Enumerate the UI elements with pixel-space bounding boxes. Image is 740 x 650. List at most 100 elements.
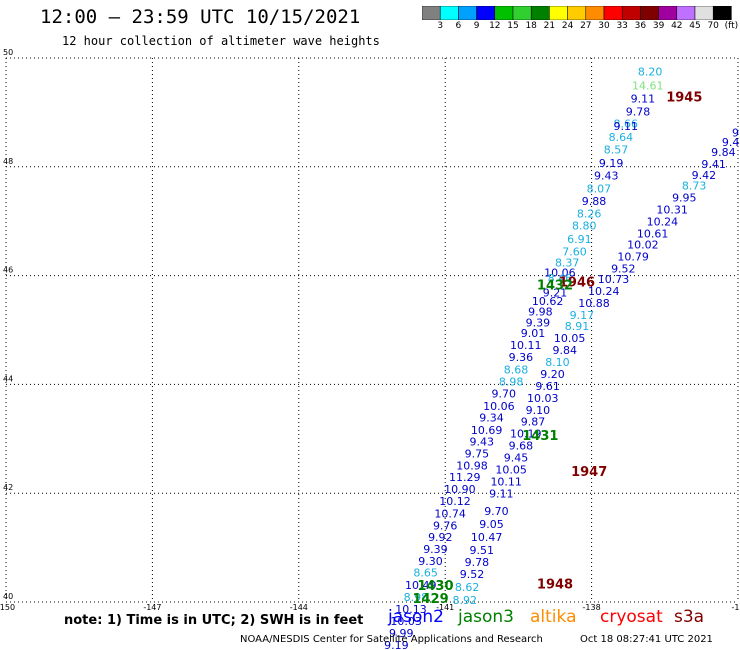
wave-height-value: 10.12: [439, 495, 471, 508]
wave-height-value: 9.4: [722, 136, 740, 149]
wave-height-value: 9.52: [611, 262, 636, 275]
wave-height-value: 8.98: [499, 375, 524, 388]
color-scale-label: 12: [489, 21, 501, 31]
wave-height-value: 9.76: [433, 520, 458, 533]
wave-height-value: 9.34: [479, 411, 504, 424]
wave-height-value: 10.49: [405, 579, 437, 592]
legend-jason3: jason3: [458, 607, 514, 627]
wave-height-value: 9.43: [470, 435, 495, 448]
wave-height-value: 10.79: [617, 250, 649, 263]
wave-height-value: 9.17: [570, 309, 595, 322]
lon-tick-label: -13: [731, 603, 740, 612]
wave-height-value: 8.91: [565, 320, 590, 333]
wave-height-value: 9.05: [479, 518, 504, 531]
color-swatch: [712, 6, 732, 20]
wave-height-value: 9.39: [526, 317, 551, 330]
wave-height-value: 9.51: [470, 544, 495, 557]
wave-height-value: 8.73: [682, 180, 707, 193]
wave-height-value: 10.62: [532, 295, 564, 308]
wave-height-value: 10.11: [490, 476, 522, 489]
lon-tick-label: -144: [290, 603, 308, 612]
wave-height-value: 10.06: [544, 267, 576, 280]
wave-height-value: 9.70: [484, 505, 509, 518]
footer-credit: NOAA/NESDIS Center for Satellite Applica…: [240, 634, 543, 645]
legend-altika: altika: [530, 607, 577, 627]
lat-tick-label: 44: [3, 374, 13, 383]
wave-height-value: 9.36: [509, 351, 534, 364]
wave-height-value: 9.42: [692, 169, 717, 182]
wave-height-value: 9.11: [631, 93, 656, 106]
legend-jason2: jason2: [388, 607, 444, 627]
color-scale-label: 30: [598, 21, 610, 31]
wave-height-value: 8.68: [504, 364, 529, 377]
wave-height-value: 10.61: [637, 228, 669, 241]
wave-height-value: 10.05: [495, 464, 527, 477]
legend-s3a: s3a: [674, 607, 705, 627]
wave-height-value: 8.65: [413, 566, 438, 579]
wave-height-value: 10.02: [627, 238, 659, 251]
lon-tick-label: -150: [0, 603, 15, 612]
wave-height-value: 10.05: [554, 332, 586, 345]
wave-height-value: 10.90: [444, 483, 476, 496]
axis-labels: 50 48 46 44 42 40 -150 -147 -144 -141 -138 -13: [0, 48, 740, 612]
wave-height-value: 10.47: [471, 531, 503, 544]
wave-height-value: 9.84: [711, 146, 736, 159]
color-scale-label: (ft): [724, 21, 739, 31]
wave-height-value: 10.98: [456, 459, 488, 472]
wave-height-value: 10.69: [471, 424, 503, 437]
color-scale-label: 36: [634, 21, 647, 31]
wave-height-value: 9.19: [384, 639, 409, 650]
wave-height-value: 10.73: [598, 273, 630, 286]
lat-tick-label: 50: [3, 48, 13, 57]
color-scale-label: 45: [689, 21, 701, 31]
wave-height-value: 10.31: [656, 204, 688, 217]
lat-tick-label: 48: [3, 157, 13, 166]
pass-time-label: 1948: [537, 577, 573, 592]
wave-height-value: 9.87: [521, 416, 546, 429]
wave-height-value: 9.75: [465, 447, 490, 460]
wave-height-value: 10.03: [527, 392, 559, 405]
legend-cryosat: cryosat: [600, 607, 663, 627]
color-scale-label: 33: [616, 21, 628, 31]
wave-height-value: 8.46: [548, 272, 573, 285]
pass-time-label: 1946: [559, 275, 595, 290]
color-scale-label: 9: [473, 21, 480, 31]
lon-tick-label: -138: [583, 603, 601, 612]
color-scale-label: 24: [561, 21, 574, 31]
wave-height-value: 9: [732, 126, 739, 139]
wave-height-value: 9.70: [492, 387, 517, 400]
wave-height-value: 9.78: [626, 106, 651, 119]
wave-height-value: 8.64: [609, 131, 634, 144]
map-title: 12:00 – 23:59 UTC 10/15/2021: [40, 6, 361, 28]
wave-height-value: 8.80: [572, 219, 597, 232]
wave-height-value: 7.60: [562, 245, 587, 258]
wave-height-value: 9.01: [521, 327, 546, 340]
wave-height-value: 8.20: [638, 65, 663, 78]
wave-height-value: 9.45: [504, 452, 529, 465]
wave-height-value: 9.30: [418, 555, 443, 568]
lat-tick-label: 40: [3, 592, 13, 601]
pass-time-label: 1430: [417, 579, 453, 594]
wave-height-value: 9.39: [423, 543, 448, 556]
pass-time-label: 1945: [666, 91, 702, 106]
wave-height-value: 9.11: [614, 120, 639, 133]
wave-height-value: 9.95: [672, 192, 697, 205]
wave-height-value: 8.07: [587, 182, 612, 195]
wave-height-value: 8.62: [455, 581, 480, 594]
wave-height-value: 10.24: [588, 285, 620, 298]
wave-height-value: 9.68: [509, 440, 534, 453]
lat-tick-label: 42: [3, 483, 13, 492]
wave-height-value: 10.74: [434, 508, 466, 521]
lon-tick-label: -147: [143, 603, 161, 612]
wave-height-value: 9.92: [428, 531, 453, 544]
lat-tick-label: 46: [3, 266, 13, 275]
pass-time-label: 1432: [537, 279, 573, 294]
color-scale-label: 27: [580, 21, 592, 31]
wave-height-value: 9.19: [599, 157, 624, 170]
color-scale-label: 21: [543, 21, 556, 31]
wave-height-value: 9.78: [465, 556, 490, 569]
wave-height-value: 9.10: [526, 404, 551, 417]
color-scale-label: 70: [707, 21, 719, 31]
